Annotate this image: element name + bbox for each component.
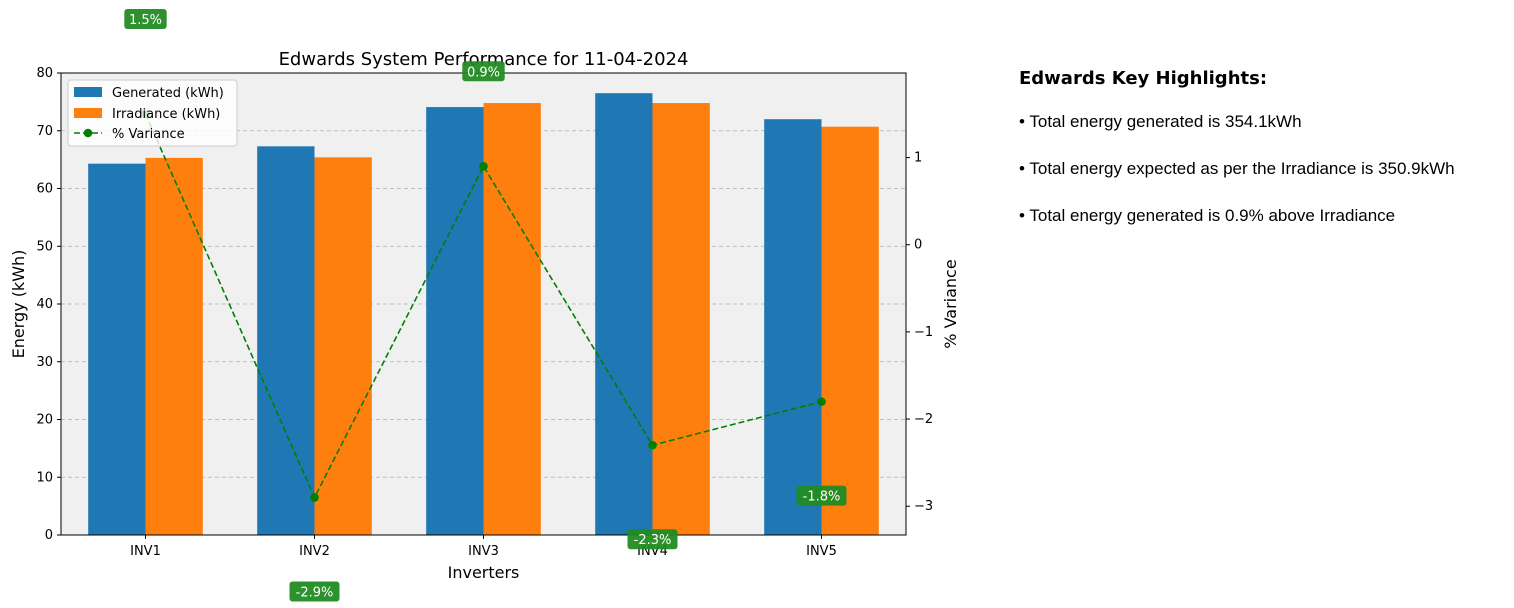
y2-tick-label: −3: [914, 499, 933, 514]
generated-bar: [88, 163, 146, 536]
highlight-item: • Total energy generated is 354.1kWh: [1019, 112, 1302, 131]
y2-axis-label: % Variance: [941, 259, 960, 348]
y2-tick-label: 0: [914, 238, 922, 253]
y-tick-label: 20: [36, 413, 53, 428]
variance-point: [817, 397, 826, 406]
y2-tick-label: −1: [914, 325, 933, 340]
y-tick-label: 0: [45, 528, 53, 543]
variance-point: [479, 161, 488, 171]
legend-box: [67, 79, 238, 147]
legend-marker-variance: [83, 128, 93, 138]
variance-data-label: -1.8%: [803, 490, 841, 505]
x-tick-label: INV2: [299, 544, 330, 559]
variance-data-label: -2.9%: [296, 586, 334, 601]
y-tick-label: 30: [36, 355, 53, 370]
variance-data-label: 0.9%: [467, 65, 500, 80]
x-tick-label: INV5: [806, 544, 837, 559]
y-tick-label: 80: [36, 66, 53, 81]
x-tick-label: INV3: [468, 544, 499, 559]
y-tick-label: 60: [36, 182, 53, 197]
legend-swatch-generated: [74, 87, 102, 97]
legend-label-irradiance: Irradiance (kWh): [112, 107, 220, 122]
variance-line: [144, 113, 822, 500]
highlight-item: • Total energy expected as per the Irrad…: [1019, 159, 1455, 178]
legend-label-generated: Generated (kWh): [112, 86, 224, 101]
generated-bar: [426, 107, 484, 535]
variance-data-label: -2.3%: [634, 533, 672, 548]
y2-tick-label: 1: [914, 151, 922, 166]
chart-title: Edwards System Performance for 11-04-202…: [279, 49, 689, 70]
variance-data-label-box: [627, 529, 678, 550]
y-tick-label: 40: [36, 297, 53, 312]
y-tick-label: 50: [36, 239, 53, 254]
irradiance-bar: [821, 126, 879, 536]
irradiance-bar: [483, 103, 541, 535]
y-tick-label: 10: [36, 470, 53, 485]
y-axis-label: Energy (kWh): [9, 250, 28, 359]
irradiance-bar: [652, 103, 710, 535]
legend-label-variance: % Variance: [112, 127, 185, 142]
variance-data-label-box: [124, 8, 167, 29]
generated-bar: [257, 146, 315, 535]
variance-point: [648, 440, 657, 450]
variance-data-label-box: [289, 581, 340, 602]
generated-bar: [764, 119, 822, 535]
variance-point: [310, 493, 319, 502]
y-tick-label: 70: [36, 124, 53, 139]
x-tick-label: INV1: [130, 544, 161, 559]
highlight-item: • Total energy generated is 0.9% above I…: [1019, 206, 1396, 225]
x-axis-label: Inverters: [448, 563, 520, 582]
variance-data-label-box: [796, 485, 847, 506]
highlights-title: Edwards Key Highlights:: [1019, 68, 1268, 89]
generated-bar: [595, 93, 653, 536]
irradiance-bar: [145, 157, 203, 535]
legend-swatch-irradiance: [74, 108, 102, 118]
variance-data-label: 1.5%: [129, 13, 162, 28]
y2-tick-label: −2: [914, 412, 933, 427]
irradiance-bar: [314, 157, 372, 535]
variance-data-label-box: [462, 61, 505, 82]
highlights-panel: Edwards Key Highlights: • Total energy g…: [1019, 68, 1514, 253]
